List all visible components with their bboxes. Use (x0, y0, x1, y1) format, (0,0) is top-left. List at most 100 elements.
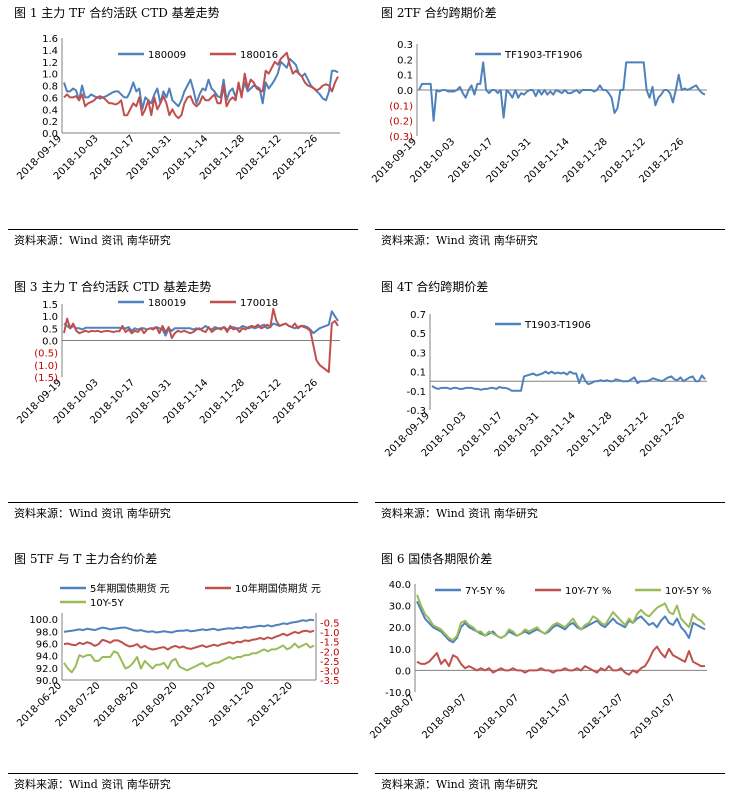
legend-label: 5年期国债期货 元 (90, 582, 170, 595)
y-tick-label: 0.0 (42, 129, 58, 140)
y-tick-label: 1.0 (42, 312, 58, 323)
y-tick-label: 1.6 (42, 34, 58, 45)
y-tick-label: 0.7 (410, 310, 426, 321)
series-line-1 (63, 618, 315, 634)
y-tick-label-right: -3.5 (320, 676, 340, 687)
y-tick-label: -10.0 (385, 688, 411, 699)
series-line-1 (418, 61, 706, 122)
panel-5-source-rule (8, 773, 358, 774)
panel-6-chart: -10.0 0.0 10.0 20.0 30.0 40.0 2018-08-07 2018-0… (368, 580, 711, 741)
legend-label: 180016 (240, 50, 278, 61)
panel-4-source: 资料来源：Wind 资讯 南华研究 (381, 507, 538, 520)
panel-5-title: 图 5TF 与 T 主力合约价差 (14, 552, 158, 566)
y-tick-label: 1.0 (42, 70, 58, 81)
legend-label: 10Y-5Y % (665, 586, 711, 597)
x-tick-label: 2018-10-07 (473, 692, 522, 741)
y-tick-label: -0.1 (406, 387, 426, 398)
panel-4-title: 图 4T 合约跨期价差 (381, 280, 489, 294)
y-tick-label: (0.1) (389, 101, 413, 112)
y-tick-label: (1.0) (34, 361, 58, 372)
series-line-2 (63, 51, 339, 120)
panel-6-source-rule (375, 773, 725, 774)
series-line-2 (416, 645, 705, 676)
y-tick-label: 0.4 (42, 105, 58, 116)
y-tick-label-right: -0.5 (320, 619, 340, 630)
y-tick-label: 0.3 (397, 40, 413, 51)
y-tick-label: (1.5) (34, 373, 58, 384)
panel-4-chart: -0.3-0.10.10.30.50.72018-09-192018-10-03… (383, 310, 707, 459)
panel-3-source: 资料来源：Wind 资讯 南华研究 (14, 507, 171, 520)
y-tick-label-right: -2.0 (320, 647, 340, 658)
panel-2-title: 图 2TF 合约跨期价差 (381, 6, 497, 20)
x-tick-label: 2018-11-07 (525, 692, 574, 741)
series-line-3 (63, 642, 315, 674)
panel-1-source-rule (8, 229, 358, 230)
series-line-1 (416, 600, 706, 644)
legend-label: 180019 (148, 298, 186, 309)
x-tick-label: 2018-09-07 (420, 692, 469, 741)
y-tick-label: 0.0 (42, 337, 58, 348)
panel-3-source-rule (8, 502, 358, 503)
y-tick-label: 0.3 (410, 348, 426, 359)
series-line-1 (63, 57, 339, 111)
legend-label: 10Y-5Y (90, 598, 125, 609)
y-tick-label: 0.2 (397, 55, 413, 66)
series-line-3 (416, 594, 706, 642)
y-tick-label: -0.3 (406, 406, 426, 417)
legend-label: 180009 (148, 50, 186, 61)
legend-label: 10年期国债期货 元 (235, 582, 321, 595)
y-tick-label-right: -2.5 (320, 657, 340, 668)
panel-3-title: 图 3 主力 T 合约活跃 CTD 基差走势 (14, 280, 212, 294)
y-tick-label: 10.0 (389, 645, 411, 656)
y-tick-label-right: -1.0 (320, 628, 340, 639)
y-tick-label: 92.0 (36, 664, 58, 675)
legend-label: T1903-T1906 (524, 320, 591, 331)
y-tick-label: 0.6 (42, 93, 58, 104)
y-tick-label: 90.0 (36, 676, 58, 687)
panel-1-chart: 0.00.20.40.60.81.01.21.41.62018-09-19201… (15, 34, 340, 182)
y-tick-label: 0.0 (395, 666, 411, 677)
x-tick-label: 2018-12-07 (577, 692, 626, 741)
legend-label: TF1903-TF1906 (504, 50, 582, 61)
y-tick-label: 100.0 (29, 615, 58, 626)
y-tick-label: 94.0 (36, 652, 58, 663)
panel-2-source: 资料来源：Wind 资讯 南华研究 (381, 234, 538, 247)
panel-2-chart: (0.3)(0.2)(0.1)0.00.10.20.32018-09-19201… (370, 40, 707, 185)
y-tick-label: 40.0 (389, 580, 411, 591)
legend-label: 170018 (240, 298, 278, 309)
panel-4-source-rule (375, 502, 725, 503)
y-tick-label: 0.1 (410, 368, 426, 379)
y-tick-label: 0.5 (410, 329, 426, 340)
x-tick-label: 2018-08-07 (368, 692, 417, 741)
y-tick-label-right: -3.0 (320, 666, 340, 677)
legend-label: 10Y-7Y % (565, 586, 611, 597)
y-tick-label: 1.5 (42, 300, 58, 311)
y-tick-label: (0.5) (34, 349, 58, 360)
panel-5-source: 资料来源：Wind 资讯 南华研究 (14, 778, 171, 791)
y-tick-label: 98.0 (36, 627, 58, 638)
y-tick-label: 0.1 (397, 71, 413, 82)
series-line-2 (63, 629, 315, 651)
panel-1-title: 图 1 主力 TF 合约活跃 CTD 基差走势 (14, 6, 220, 20)
panel-1-source: 资料来源：Wind 资讯 南华研究 (14, 234, 171, 247)
panel-2-source-rule (375, 229, 725, 230)
y-tick-label: 1.4 (42, 46, 58, 57)
y-tick-label: (0.2) (389, 117, 413, 128)
series-line-2 (63, 307, 339, 374)
y-tick-label: 0.5 (42, 324, 58, 335)
y-tick-label: (0.3) (389, 132, 413, 143)
panel-6-source: 资料来源：Wind 资讯 南华研究 (381, 778, 538, 791)
panel-6-title: 图 6 国债各期限价差 (381, 552, 493, 566)
y-tick-label: 0.0 (397, 86, 413, 97)
y-tick-label: 30.0 (389, 602, 411, 613)
series-line-1 (431, 370, 706, 392)
y-tick-label: 96.0 (36, 639, 58, 650)
x-tick-label: 2019-01-07 (629, 692, 678, 741)
y-tick-label: 20.0 (389, 623, 411, 634)
y-tick-label: 0.8 (42, 82, 58, 93)
y-tick-label: 1.2 (42, 58, 58, 69)
legend-label: 7Y-5Y % (465, 586, 505, 597)
panel-3-chart: (1.5)(1.0)(0.5)0.00.51.01.52018-09-19201… (15, 298, 340, 426)
y-tick-label: 0.2 (42, 117, 58, 128)
